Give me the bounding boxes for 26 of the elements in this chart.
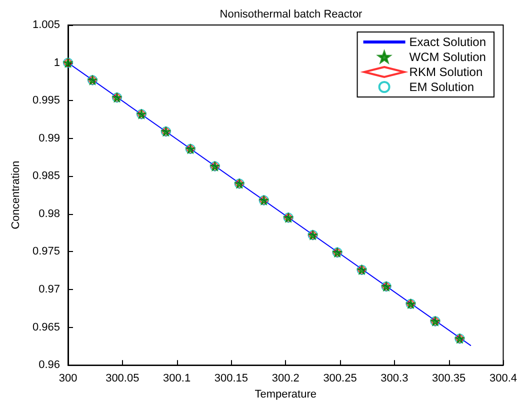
x-tick-label: 300.35 bbox=[432, 372, 466, 385]
x-axis-title: Temperature bbox=[254, 388, 316, 400]
legend-label: WCM Solution bbox=[409, 50, 486, 64]
x-tick-label: 300.05 bbox=[106, 372, 140, 385]
x-tick-label: 300.4 bbox=[489, 372, 517, 385]
x-tick-label: 300.1 bbox=[163, 372, 191, 385]
y-axis-title: Concentration bbox=[10, 160, 22, 230]
x-tick-label: 300 bbox=[58, 372, 78, 385]
x-tick-label: 300.3 bbox=[380, 372, 408, 385]
legend-label: EM Solution bbox=[409, 80, 474, 94]
chart-title: Nonisothermal batch Reactor bbox=[220, 8, 363, 20]
y-tick-label: 0.985 bbox=[32, 170, 60, 182]
y-tick-label: 0.965 bbox=[32, 321, 60, 334]
y-tick-label: 0.99 bbox=[38, 132, 60, 144]
y-tick-label: 1 bbox=[54, 56, 60, 69]
x-tick-label: 300.25 bbox=[323, 372, 357, 385]
y-tick-label: 0.97 bbox=[38, 284, 60, 296]
legend-label: RKM Solution bbox=[409, 65, 483, 79]
y-tick-label: 0.995 bbox=[32, 94, 60, 107]
x-tick-label: 300.15 bbox=[214, 372, 248, 385]
y-tick-label: 0.975 bbox=[32, 246, 60, 258]
y-tick-label: 1.005 bbox=[32, 19, 60, 31]
y-tick-label: 0.98 bbox=[38, 208, 60, 220]
y-tick-label: 0.96 bbox=[38, 359, 60, 372]
x-tick-label: 300.2 bbox=[272, 372, 300, 385]
legend-label: Exact Solution bbox=[409, 35, 486, 49]
